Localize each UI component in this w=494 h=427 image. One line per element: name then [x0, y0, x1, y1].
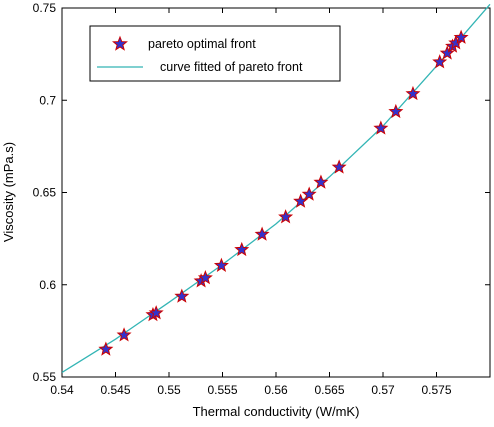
legend-star-icon — [112, 35, 128, 51]
pareto-point — [453, 29, 469, 44]
axis-ticks: 0.54 0.545 0.55 0.555 0.56 0.565 0.57 0.575 0.55… — [33, 1, 490, 397]
x-tick-label: 0.57 — [371, 383, 395, 397]
y-tick-label: 0.65 — [33, 186, 57, 200]
fitted-curve-layer — [61, 3, 491, 373]
pareto-point — [313, 174, 329, 189]
pareto-point — [98, 341, 114, 356]
pareto-point — [116, 327, 132, 342]
legend-label-scatter: pareto optimal front — [148, 37, 256, 51]
x-tick-label: 0.565 — [314, 383, 344, 397]
pareto-point — [234, 241, 250, 257]
pareto-point — [439, 45, 455, 60]
legend: pareto optimal front curve fitted of par… — [89, 25, 341, 82]
pareto-point — [301, 186, 317, 201]
pareto-point — [213, 257, 229, 272]
pareto-point — [148, 305, 164, 320]
pareto-point — [278, 209, 294, 224]
y-tick-label: 0.75 — [33, 1, 57, 15]
legend-label-fit: curve fitted of pareto front — [160, 60, 303, 74]
y-tick-label: 0.7 — [39, 93, 56, 107]
y-tick-label: 0.6 — [39, 278, 56, 292]
pareto-point — [388, 103, 404, 119]
y-tick-label: 0.55 — [33, 370, 57, 384]
x-tick-label: 0.575 — [421, 383, 451, 397]
pareto-point — [254, 226, 270, 241]
x-tick-label: 0.555 — [207, 383, 237, 397]
x-tick-label: 0.56 — [264, 383, 288, 397]
pareto-point — [432, 54, 448, 69]
x-axis-title: Thermal conductivity (W/mK) — [193, 404, 360, 419]
pareto-point — [174, 288, 190, 303]
fitted-curve-line — [61, 3, 491, 373]
pareto-point — [331, 159, 347, 174]
x-tick-label: 0.54 — [50, 383, 74, 397]
x-tick-label: 0.55 — [157, 383, 181, 397]
y-axis-title: Viscosity (mPa.s) — [1, 142, 16, 242]
legend-box — [89, 25, 341, 82]
pareto-marker-layer — [98, 29, 469, 356]
pareto-point — [197, 270, 213, 285]
pareto-point — [373, 120, 389, 135]
pareto-point — [405, 85, 421, 101]
x-tick-label: 0.545 — [100, 383, 130, 397]
